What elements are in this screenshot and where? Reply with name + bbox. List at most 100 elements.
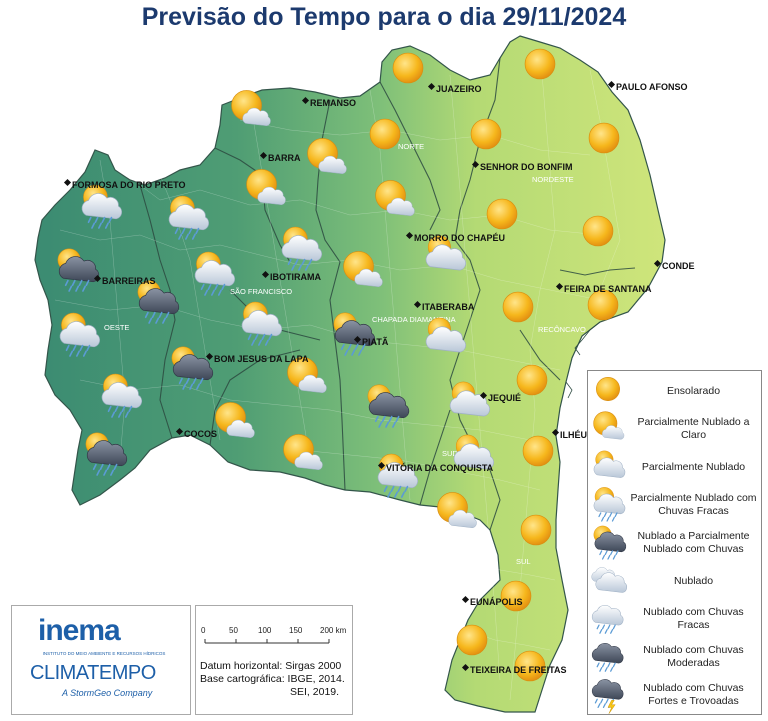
legend-icon-parcial [588, 448, 628, 486]
inema-logo: inema [38, 614, 121, 647]
city-marker [63, 178, 72, 187]
legend-icon-parcial-fracas [588, 486, 628, 524]
city-label: BARRA [268, 153, 301, 163]
legend-item: Nublado a Parcialmente Nublado com Chuva… [588, 524, 763, 562]
city-marker [205, 352, 214, 361]
weather-icon-ensolarado [588, 290, 618, 320]
city-marker [175, 427, 184, 436]
scale-bar [204, 639, 330, 644]
city-label: TEIXEIRA DE FREITAS [470, 665, 567, 675]
region-label: RECÔNCAVO [538, 325, 586, 334]
legend-item: Parcialmente Nublado a Claro [588, 410, 763, 448]
city-label: FORMOSA DO RIO PRETO [72, 180, 186, 190]
city-label: SENHOR DO BONFIM [480, 162, 573, 172]
cartographic-info: Datum horizontal: Sirgas 2000 Base carto… [200, 660, 352, 699]
city-marker [479, 391, 488, 400]
scale-tick: 100 [258, 626, 272, 635]
legend-label: Nublado com Chuvas Moderadas [643, 644, 744, 669]
legend-label: Nublado com Chuvas Fracas [643, 606, 744, 631]
legend-item: Ensolarado [588, 372, 763, 410]
legend-icon-nublado-fortes [588, 676, 628, 714]
legend-icon-parcial-claro [588, 410, 628, 448]
scale-tick: 0 [201, 626, 206, 635]
stormgeo-tagline: A StormGeo Company [62, 688, 153, 698]
city-marker [461, 595, 470, 604]
city-label: JEQUIÉ [488, 393, 521, 403]
city-marker [93, 274, 102, 283]
legend-item: Parcialmente Nublado com Chuvas Fracas [588, 486, 763, 524]
city-marker [555, 282, 564, 291]
city-marker [377, 461, 386, 470]
region-label: CHAPADA DIAMANTINA [372, 315, 456, 324]
weather-icon-ensolarado [521, 515, 551, 545]
city-marker [461, 663, 470, 672]
legend-icon-nublado-moderadas [588, 638, 628, 676]
legend-label: Parcialmente Nublado a Claro [637, 416, 750, 441]
city-label: PAULO AFONSO [616, 82, 688, 92]
city-marker [413, 300, 422, 309]
legend-label: Nublado a Parcialmente Nublado com Chuva… [637, 530, 750, 555]
weather-icon-ensolarado [393, 53, 423, 83]
city-labels: JUAZEIRO PAULO AFONSO REMANSO BARRA SENHOR D… [63, 80, 695, 675]
city-label: BARREIRAS [102, 276, 156, 286]
city-label: EUNÁPOLIS [470, 597, 523, 607]
region-label: SUL [516, 557, 531, 566]
logos-panel: inema INSTITUTO DO MEIO AMBIENTE E RECUR… [11, 605, 191, 715]
climatempo-logo: CLIMATEMPO [30, 662, 156, 684]
weather-icon-ensolarado [525, 49, 555, 79]
legend-item: Nublado com Chuvas Fortes e Trovoadas [588, 676, 763, 714]
city-marker [653, 259, 662, 268]
city-label: CONDE [662, 261, 695, 271]
inema-subtitle: INSTITUTO DO MEIO AMBIENTE E RECURSOS HÍ… [42, 651, 166, 656]
legend-item: Parcialmente Nublado [588, 448, 763, 486]
weather-icon-ensolarado [471, 119, 501, 149]
city-label: JUAZEIRO [436, 84, 482, 94]
city-label: ILHÉUS [560, 430, 593, 440]
legend-label: Parcialmente Nublado [641, 460, 746, 473]
city-marker [607, 80, 616, 89]
scale-tick: 50 [229, 626, 238, 635]
scale-tick: 150 [289, 626, 303, 635]
scale-tick: 200 km [320, 626, 347, 635]
legend-item: Nublado [588, 562, 763, 600]
sei-text: SEI, 2019. [290, 686, 340, 698]
city-label: PIATÃ [362, 337, 389, 347]
page-title: Previsão do Tempo para o dia 29/11/2024 [141, 2, 627, 31]
city-marker [259, 151, 268, 160]
city-label: COCOS [184, 429, 217, 439]
city-marker [261, 270, 270, 279]
legend-icon-ensolarado [588, 372, 628, 410]
city-label: BOM JESUS DA LAPA [214, 354, 309, 364]
city-marker [551, 428, 560, 437]
weather-icon-ensolarado [589, 123, 619, 153]
city-label: IBOTIRAMA [270, 272, 321, 282]
legend-label: Parcialmente Nublado com Chuvas Fracas [630, 492, 757, 517]
weather-icon-ensolarado [370, 119, 400, 149]
legend-icon-nublado-fracas [588, 600, 628, 638]
datum-text: Datum horizontal: Sirgas 2000 [200, 660, 342, 672]
city-label: VITÓRIA DA CONQUISTA [386, 462, 494, 473]
city-label: REMANSO [310, 98, 356, 108]
legend-item: Nublado com Chuvas Fracas [588, 600, 763, 638]
legend-label: Ensolarado [666, 384, 721, 397]
city-marker [353, 335, 362, 344]
weather-icon-ensolarado [583, 216, 613, 246]
legend-label: Nublado com Chuvas Fortes e Trovoadas [643, 682, 744, 707]
city-marker [427, 82, 436, 91]
legend-icon-nublado-parcial-chuvas [588, 524, 628, 562]
region-label: OESTE [104, 323, 129, 332]
weather-icon-ensolarado [517, 365, 547, 395]
coastline-detail [565, 321, 601, 399]
weather-icon-ensolarado [523, 436, 553, 466]
city-marker [405, 231, 414, 240]
region-label: NORDESTE [532, 175, 574, 184]
city-label: ITABERABA [422, 302, 475, 312]
region-label: SÃO FRANCISCO [230, 287, 292, 296]
base-text: Base cartográfica: IBGE, 2014. [200, 673, 345, 685]
region-label: NORTE [398, 142, 424, 151]
city-marker [301, 96, 310, 105]
legend-panel: Ensolarado Parcialmente Nublado a Claro Pa… [587, 370, 762, 715]
city-marker [471, 160, 480, 169]
city-label: FEIRA DE SANTANA [564, 284, 652, 294]
